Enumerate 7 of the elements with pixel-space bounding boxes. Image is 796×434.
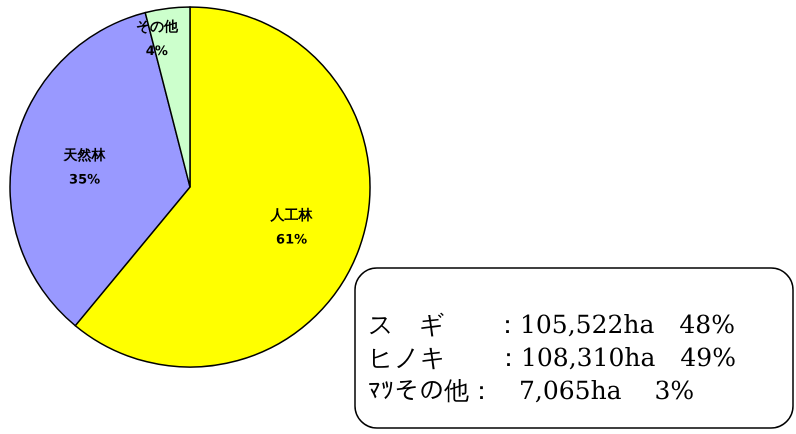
- text: ス ギ ：105,522ha 48%: [368, 310, 735, 339]
- slice-label: 天然林: [62, 147, 107, 164]
- text: ヒノキ ：108,310ha 49%: [368, 343, 736, 372]
- data-label: 61%: [276, 232, 308, 248]
- slice-label: 人工林: [270, 208, 314, 224]
- text: ﾏﾂその他： 7,065ha 3%: [368, 376, 694, 405]
- data-label: 35%: [69, 172, 100, 188]
